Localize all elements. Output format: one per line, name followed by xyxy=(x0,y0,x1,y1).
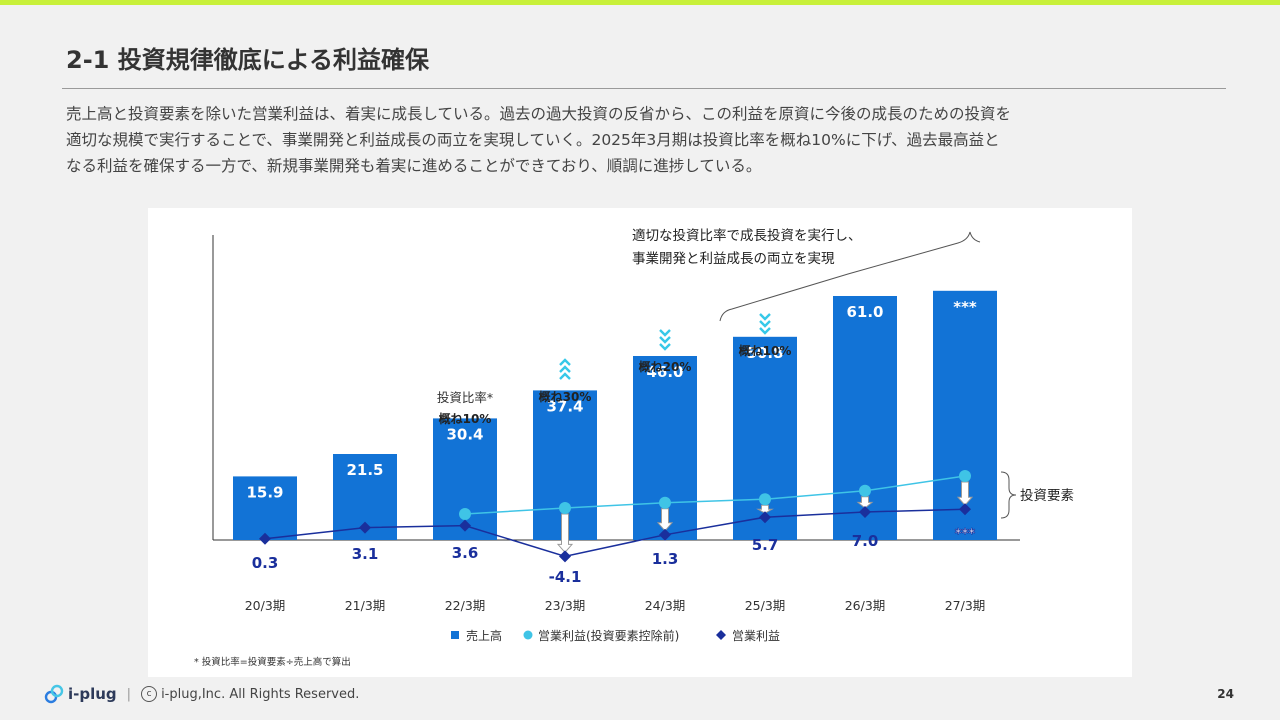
operating-profit-point xyxy=(859,506,871,518)
ratio-label: 概ね30% xyxy=(539,389,592,404)
x-tick-label: 21/3期 xyxy=(345,598,386,613)
operating-profit-label: 3.1 xyxy=(352,545,379,563)
slide-title: 2-1 投資規律徹底による利益確保 xyxy=(66,46,429,74)
operating-profit-point xyxy=(359,521,371,534)
legend-label-revenue: 売上高 xyxy=(466,628,502,643)
operating-profit-label: 7.0 xyxy=(852,532,879,550)
ratio-label: 概ね10% xyxy=(439,411,492,426)
revenue-bar-label: 37.4 xyxy=(546,397,583,415)
x-tick-label: 23/3期 xyxy=(545,598,586,613)
callout-line-1: 適切な投資比率で成長投資を実行し、 xyxy=(632,227,862,244)
adjusted-profit-point xyxy=(759,493,771,506)
x-tick-label: 25/3期 xyxy=(745,598,786,613)
revenue-profit-chart: 15.9 21.5 30.4 37.4 46.0 50.8 61.0 *** 0.3 3.1 3.6… xyxy=(194,227,1074,668)
operating-profit-label: -4.1 xyxy=(549,568,582,586)
body-line: 売上高と投資要素を除いた営業利益は、着実に成長している。過去の過大投資の反省から… xyxy=(66,105,1012,123)
callout-bracket xyxy=(719,231,981,322)
chevron-down-icon xyxy=(659,329,671,351)
brand-name: i-plug xyxy=(68,685,117,703)
adjusted-profit-point xyxy=(459,508,471,520)
copyright-text: i-plug,Inc. All Rights Reserved. xyxy=(161,686,360,702)
operating-profit-label: 5.7 xyxy=(752,536,779,554)
operating-profit-label: 3.6 xyxy=(452,544,479,562)
investment-down-arrow-icon xyxy=(556,513,574,554)
x-tick-label: 27/3期 xyxy=(945,598,986,613)
legend-label-adjusted: 営業利益(投資要素控除前) xyxy=(538,628,679,643)
revenue-bar-label: 30.4 xyxy=(446,425,483,443)
title-divider xyxy=(62,88,1226,89)
investment-bracket-label: 投資要素 xyxy=(1020,488,1074,504)
legend-swatch-revenue xyxy=(451,631,459,639)
investment-down-arrow-icon xyxy=(656,508,674,532)
revenue-bar-label: 61.0 xyxy=(846,303,883,321)
investment-down-arrow-icon xyxy=(756,504,774,514)
adjusted-profit-point xyxy=(859,484,871,497)
operating-profit-line xyxy=(264,508,966,558)
operating-profit-point xyxy=(559,550,571,563)
operating-profit-point xyxy=(659,528,671,541)
ratio-title: 投資比率* xyxy=(437,390,493,405)
page-number: 24 xyxy=(1217,687,1234,701)
legend-label-profit: 営業利益 xyxy=(732,629,780,643)
legend-swatch-adjusted xyxy=(523,630,533,640)
x-tick-label: 22/3期 xyxy=(445,598,486,613)
chevron-up-icon xyxy=(559,358,571,380)
revenue-bar-label: 21.5 xyxy=(346,461,383,479)
investment-down-arrow-icon xyxy=(956,481,974,506)
ratio-label: 概ね10% xyxy=(739,343,792,358)
x-tick-label: 24/3期 xyxy=(645,598,686,613)
ratio-label: 概ね20% xyxy=(639,359,692,374)
x-tick-label: 20/3期 xyxy=(245,598,286,613)
chart-panel: 15.9 21.5 30.4 37.4 46.0 50.8 61.0 *** 0.3 3.1 3.6… xyxy=(148,208,1132,677)
operating-profit-label: 0.3 xyxy=(252,554,279,572)
callout-line-2: 事業開発と利益成長の両立を実現 xyxy=(632,251,835,267)
investment-bracket xyxy=(1000,471,1017,519)
footer: i-plug | c i-plug,Inc. All Rights Reserv… xyxy=(44,684,359,704)
revenue-bar-label: 50.8 xyxy=(746,344,783,362)
operating-profit-label: *** xyxy=(955,527,976,542)
adjusted-profit-point xyxy=(659,496,671,509)
x-tick-label: 26/3期 xyxy=(845,598,886,613)
body-line: 適切な規模で実行することで、事業開発と利益成長の両立を実現していく。2025年3… xyxy=(66,131,1000,149)
footer-separator: | xyxy=(126,686,132,702)
adjusted-profit-point xyxy=(959,470,971,482)
investment-down-arrow-icon xyxy=(856,496,874,509)
copyright-icon: c xyxy=(141,686,158,702)
body-line: なる利益を確保する一方で、新規事業開発も着実に進めることができており、順調に進捗… xyxy=(66,157,762,175)
operating-profit-point xyxy=(759,511,771,524)
revenue-bar-label: *** xyxy=(953,298,977,316)
revenue-bar-label: 46.0 xyxy=(646,363,683,381)
operating-profit-point xyxy=(259,532,271,545)
slide-body: 売上高と投資要素を除いた営業利益は、着実に成長している。過去の過大投資の反省から… xyxy=(66,101,1226,179)
revenue-bar-label: 15.9 xyxy=(246,483,283,501)
iplug-logo-icon xyxy=(44,684,64,704)
operating-profit-point xyxy=(959,503,971,516)
revenue-bar xyxy=(233,476,297,540)
operating-profit-point xyxy=(459,519,471,532)
adjusted-profit-line xyxy=(464,475,966,515)
legend-swatch-profit xyxy=(716,630,726,640)
chevron-down-icon xyxy=(759,313,771,335)
operating-profit-label: 1.3 xyxy=(652,550,679,568)
top-accent-bar xyxy=(0,0,1280,5)
adjusted-profit-point xyxy=(559,502,571,514)
chart-footnote: * 投資比率=投資要素÷売上高で算出 xyxy=(194,656,351,668)
